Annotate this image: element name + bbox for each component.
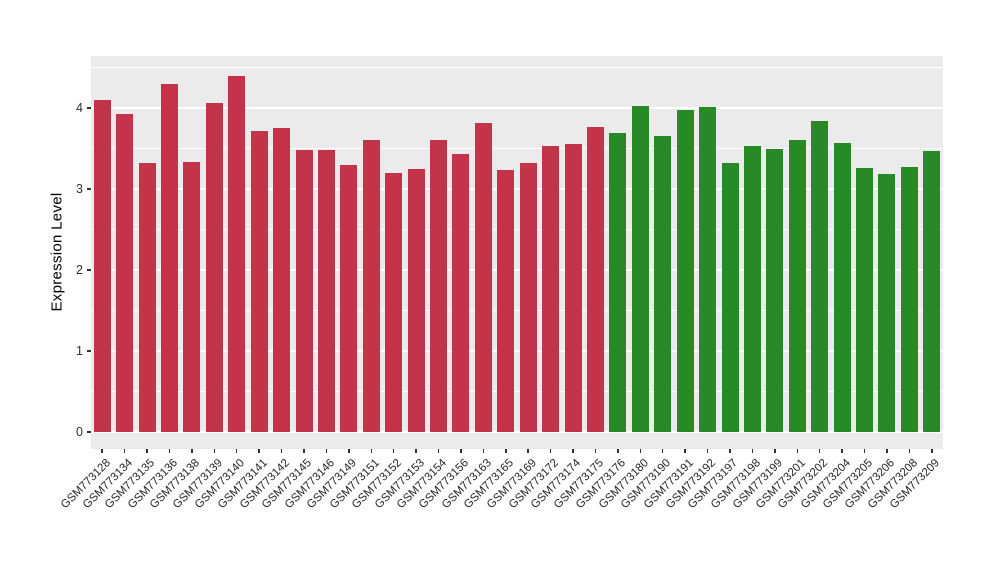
y-tick-label: 1 [76, 344, 83, 358]
bar-GSM773192 [699, 107, 717, 432]
bar-GSM773204 [833, 142, 851, 432]
plot-panel [91, 56, 943, 449]
bar-GSM773149 [340, 164, 358, 432]
bar-GSM773199 [766, 149, 784, 432]
gridline-minor [91, 148, 943, 149]
y-tick-label: 2 [76, 263, 83, 277]
bar-GSM773191 [676, 110, 694, 432]
x-tick-mark [527, 449, 529, 453]
y-axis-title: Expression Level [48, 192, 66, 312]
x-tick-mark [684, 449, 686, 453]
x-tick-mark [370, 449, 372, 453]
bar-GSM773154 [430, 140, 448, 432]
gridline-major [91, 107, 943, 109]
bar-GSM773174 [564, 144, 582, 432]
x-tick-mark [280, 449, 283, 453]
x-tick-mark [886, 449, 888, 453]
x-tick-mark [549, 449, 552, 453]
gridline-major [91, 269, 943, 271]
x-tick-mark [101, 449, 103, 453]
gridline-minor [91, 391, 943, 392]
x-tick-mark [392, 449, 395, 453]
x-tick-mark [729, 449, 731, 453]
gridline-minor [91, 229, 943, 230]
bar-GSM773146 [317, 150, 335, 432]
bar-GSM773163 [474, 122, 492, 432]
x-tick-mark [661, 449, 664, 453]
bar-GSM773172 [542, 146, 560, 432]
x-tick-mark [168, 449, 171, 453]
x-tick-mark [303, 449, 305, 453]
bar-GSM773169 [519, 163, 537, 432]
x-tick-mark [841, 449, 843, 453]
x-tick-mark [505, 449, 507, 453]
bar-GSM773134 [116, 113, 134, 432]
x-tick-mark [460, 449, 462, 453]
x-tick-mark [774, 449, 776, 453]
x-tick-mark [706, 449, 709, 453]
bar-GSM773180 [631, 105, 649, 432]
y-tick-mark [87, 431, 91, 433]
bar-GSM773141 [250, 130, 268, 432]
y-tick-label: 4 [76, 101, 83, 115]
bar-GSM773202 [811, 120, 829, 432]
x-tick-mark [617, 449, 619, 453]
bar-GSM773142 [273, 128, 291, 432]
bar-GSM773140 [228, 75, 246, 432]
x-tick-mark [213, 449, 216, 453]
bar-GSM773190 [654, 136, 672, 432]
x-tick-mark [123, 449, 126, 453]
bar-GSM773198 [743, 146, 761, 432]
bar-GSM773139 [205, 103, 223, 432]
x-tick-mark [594, 449, 597, 453]
gridline-minor [91, 67, 943, 68]
bar-GSM773156 [452, 154, 470, 432]
bar-GSM773206 [878, 174, 896, 432]
bar-GSM773208 [900, 167, 918, 432]
x-tick-mark [931, 449, 933, 453]
x-tick-mark [863, 449, 866, 453]
y-tick-mark [87, 269, 91, 271]
bar-GSM773136 [160, 83, 178, 432]
y-tick-mark [87, 350, 91, 352]
y-tick-label: 3 [76, 182, 83, 196]
gridline-major [91, 350, 943, 352]
bar-GSM773197 [721, 163, 739, 432]
bar-GSM773165 [497, 170, 515, 432]
bar-GSM773176 [609, 133, 627, 432]
x-tick-mark [796, 449, 798, 453]
bar-GSM773151 [362, 140, 380, 432]
gridline-major [91, 431, 943, 433]
x-tick-mark [415, 449, 417, 453]
bar-GSM773209 [923, 150, 941, 432]
bar-GSM773138 [183, 162, 201, 432]
bar-GSM773175 [586, 127, 604, 432]
x-tick-mark [146, 449, 148, 453]
y-tick-label: 0 [76, 425, 83, 439]
x-tick-mark [908, 449, 911, 453]
bar-GSM773152 [385, 172, 403, 432]
x-tick-mark [348, 449, 350, 453]
gridline-major [91, 188, 943, 190]
bar-GSM773128 [93, 99, 111, 432]
y-tick-mark [87, 107, 91, 109]
bar-GSM773205 [856, 167, 874, 432]
y-tick-mark [87, 188, 91, 190]
x-tick-mark [437, 449, 440, 453]
bar-GSM773153 [407, 168, 425, 432]
x-tick-mark [572, 449, 574, 453]
gridline-minor [91, 310, 943, 311]
x-tick-mark [639, 449, 642, 453]
x-tick-mark [258, 449, 260, 453]
x-tick-mark [482, 449, 485, 453]
bar-GSM773201 [788, 140, 806, 432]
x-tick-mark [191, 449, 193, 453]
bar-GSM773135 [138, 163, 156, 432]
x-tick-mark [818, 449, 821, 453]
bar-GSM773145 [295, 150, 313, 432]
x-tick-mark [235, 449, 238, 453]
x-tick-mark [325, 449, 328, 453]
x-tick-mark [751, 449, 754, 453]
